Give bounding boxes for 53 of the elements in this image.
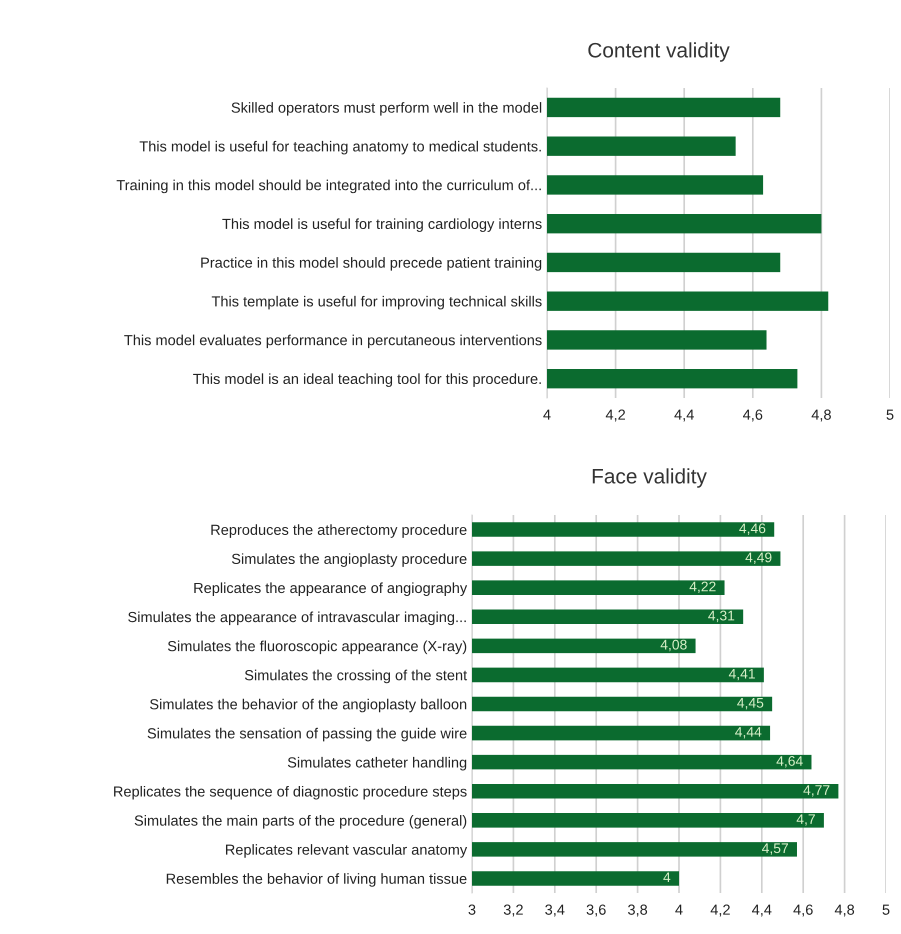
y-tick-label: Replicates relevant vascular anatomy <box>226 844 468 858</box>
x-tick-label: 4,2 <box>710 904 730 917</box>
x-tick-label: 4,8 <box>834 904 854 917</box>
y-tick-label: This model is useful for teaching anatomy to medical students. <box>140 140 541 154</box>
x-tick-label: 5 <box>886 410 894 420</box>
x-tick-label: 4,2 <box>606 409 626 422</box>
y-tick-label: This model is an ideal teaching tool for this procedure. <box>193 373 541 387</box>
x-tick-label: 4 <box>675 904 683 915</box>
y-tick-label: Simulates the behavior of the angioplasty balloon <box>150 698 466 712</box>
data-label: 4,7 <box>796 814 815 826</box>
data-label: 4,64 <box>776 756 803 768</box>
y-tick-label: Simulates the appearance of intravascular imaging... <box>128 611 466 626</box>
x-tick-label: 3,6 <box>586 904 606 917</box>
data-label: 4,45 <box>737 698 764 710</box>
y-tick-label: Replicates the sequence of diagnostic procedure steps <box>114 786 467 800</box>
chart-title: Content validity <box>588 42 730 62</box>
data-label: 4,49 <box>745 552 772 564</box>
y-tick-label: Replicates the appearance of angiography <box>194 582 468 596</box>
x-tick-label: 3 <box>468 904 476 915</box>
x-tick-label: 3,8 <box>628 904 648 917</box>
y-tick-label: Resembles the behavior of living human tissue <box>166 873 467 887</box>
x-tick-label: 4,8 <box>812 409 831 422</box>
y-tick-label: Skilled operators must perform well in the model <box>232 102 542 116</box>
x-tick-label: 3,2 <box>504 904 523 917</box>
y-tick-label: Practice in this model should precede patient training <box>201 257 542 271</box>
x-tick-label: 4,4 <box>674 410 694 422</box>
y-tick-label: Simulates the main parts of the procedure (general) <box>134 815 466 829</box>
x-tick-label: 5 <box>882 904 890 915</box>
x-tick-label: 3,4 <box>545 904 565 917</box>
y-tick-label: This model is useful for training cardiology interns <box>222 218 542 232</box>
y-tick-label: Simulates catheter handling <box>288 756 466 770</box>
x-tick-label: 4,6 <box>793 904 813 917</box>
x-tick-label: 4,6 <box>743 409 762 422</box>
data-label: 4,77 <box>803 785 830 797</box>
y-tick-label: This template is useful for improving technical skills <box>212 296 542 310</box>
y-tick-label: Simulates the crossing of the stent <box>244 670 468 684</box>
y-tick-label: Reproduces the atherectomy procedure <box>211 524 467 538</box>
y-tick-label: Simulates the sensation of passing the guide wire <box>148 728 467 742</box>
x-tick-label: 4 <box>543 410 551 420</box>
x-tick-label: 4,4 <box>752 904 772 917</box>
data-label: 4,41 <box>728 668 755 680</box>
data-label: 4,46 <box>739 523 766 535</box>
y-tick-label: Simulates the fluoroscopic appearance (X-ray) <box>168 640 466 654</box>
data-label: 4,31 <box>708 610 734 622</box>
data-label: 4,57 <box>762 843 788 855</box>
data-label: 4,22 <box>690 582 716 594</box>
chart-title: Face validity <box>592 468 707 488</box>
data-label: 4 <box>663 872 670 882</box>
y-tick-label: This model evaluates performance in percutaneous interventions <box>124 334 542 348</box>
y-tick-label: Training in this model should be integrated into the curriculum of... <box>116 180 541 194</box>
data-label: 4,08 <box>660 640 687 652</box>
y-tick-label: Simulates the angioplasty procedure <box>232 553 467 567</box>
data-label: 4,44 <box>735 727 762 738</box>
